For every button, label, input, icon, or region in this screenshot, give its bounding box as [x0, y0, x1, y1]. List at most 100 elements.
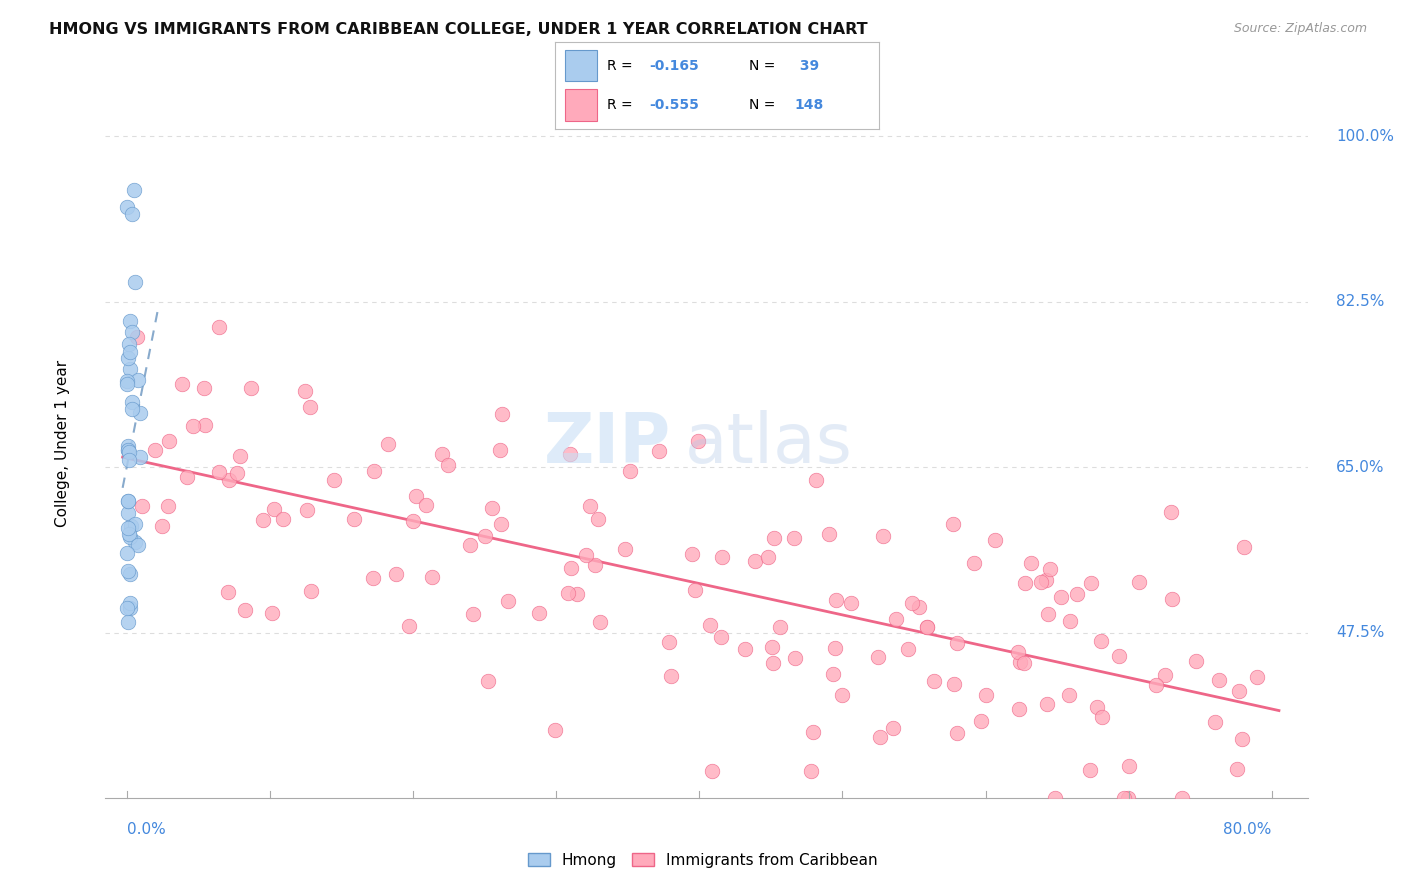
Point	[115, 600, 138, 615]
Point	[118, 453, 141, 467]
Point	[117, 506, 139, 520]
Text: HMONG VS IMMIGRANTS FROM CARIBBEAN COLLEGE, UNDER 1 YEAR CORRELATION CHART: HMONG VS IMMIGRANTS FROM CARIBBEAN COLLE…	[49, 22, 868, 37]
Point	[342, 512, 364, 526]
Text: N =: N =	[749, 59, 780, 72]
Point	[586, 511, 609, 525]
Point	[118, 345, 141, 359]
Text: -0.555: -0.555	[650, 98, 699, 112]
Point	[208, 465, 231, 479]
Point	[233, 603, 256, 617]
Point	[1154, 668, 1177, 682]
Point	[117, 493, 139, 508]
Point	[589, 615, 612, 629]
Point	[1091, 710, 1114, 724]
Point	[1080, 575, 1102, 590]
Point	[496, 594, 519, 608]
Point	[1118, 758, 1140, 772]
Point	[1066, 587, 1088, 601]
Point	[946, 636, 969, 650]
Point	[578, 499, 600, 513]
Text: atlas: atlas	[685, 410, 853, 477]
Point	[415, 498, 437, 512]
Point	[970, 714, 993, 728]
Point	[1185, 654, 1208, 668]
Text: R =: R =	[607, 98, 637, 112]
Point	[489, 517, 512, 532]
Point	[1050, 591, 1073, 605]
Point	[558, 447, 581, 461]
Point	[263, 501, 285, 516]
Point	[120, 519, 142, 533]
Text: 0.0%: 0.0%	[127, 822, 166, 837]
Point	[117, 564, 139, 578]
Point	[1227, 683, 1250, 698]
Point	[125, 330, 148, 344]
Point	[658, 635, 681, 649]
Point	[804, 473, 827, 487]
Point	[800, 764, 823, 779]
Point	[1118, 791, 1140, 805]
Point	[1233, 540, 1256, 554]
Point	[943, 677, 966, 691]
Point	[118, 337, 141, 351]
Point	[884, 612, 907, 626]
Point	[1114, 791, 1136, 805]
Point	[432, 447, 454, 461]
Point	[823, 666, 845, 681]
Point	[118, 314, 141, 328]
Point	[659, 668, 682, 682]
Point	[946, 726, 969, 740]
Point	[117, 521, 139, 535]
Point	[398, 619, 420, 633]
Point	[1170, 791, 1192, 805]
Point	[761, 656, 783, 670]
Point	[405, 489, 427, 503]
Point	[560, 561, 582, 575]
Point	[557, 585, 579, 599]
Point	[1012, 656, 1035, 670]
Point	[699, 617, 721, 632]
Point	[984, 533, 1007, 547]
Point	[363, 463, 385, 477]
Point	[915, 620, 938, 634]
Point	[402, 514, 425, 528]
Point	[801, 725, 824, 739]
Point	[193, 380, 215, 394]
Point	[183, 418, 205, 433]
Point	[1043, 791, 1066, 805]
Point	[783, 531, 806, 545]
Point	[176, 470, 198, 484]
Point	[1128, 575, 1150, 590]
Point	[225, 467, 247, 481]
Point	[1019, 557, 1042, 571]
Point	[942, 516, 965, 531]
Text: 82.5%: 82.5%	[1336, 294, 1385, 310]
Point	[1160, 505, 1182, 519]
Point	[463, 607, 485, 621]
Point	[1208, 673, 1230, 687]
Point	[1038, 607, 1060, 621]
Point	[262, 606, 284, 620]
Point	[1059, 614, 1081, 628]
Text: 80.0%: 80.0%	[1223, 822, 1272, 837]
Point	[420, 570, 443, 584]
Point	[298, 400, 321, 414]
Point	[682, 547, 704, 561]
Point	[117, 439, 139, 453]
Text: 39: 39	[794, 59, 818, 72]
Point	[118, 527, 141, 541]
Point	[118, 445, 141, 459]
Point	[529, 606, 551, 620]
Point	[683, 583, 706, 598]
Point	[700, 764, 723, 779]
Point	[152, 519, 174, 533]
Point	[124, 276, 146, 290]
Point	[744, 553, 766, 567]
Point	[128, 450, 150, 464]
Point	[897, 641, 920, 656]
Text: 47.5%: 47.5%	[1336, 625, 1385, 640]
Point	[121, 325, 143, 339]
Text: 100.0%: 100.0%	[1336, 129, 1395, 144]
Point	[908, 599, 931, 614]
Point	[1029, 575, 1052, 590]
